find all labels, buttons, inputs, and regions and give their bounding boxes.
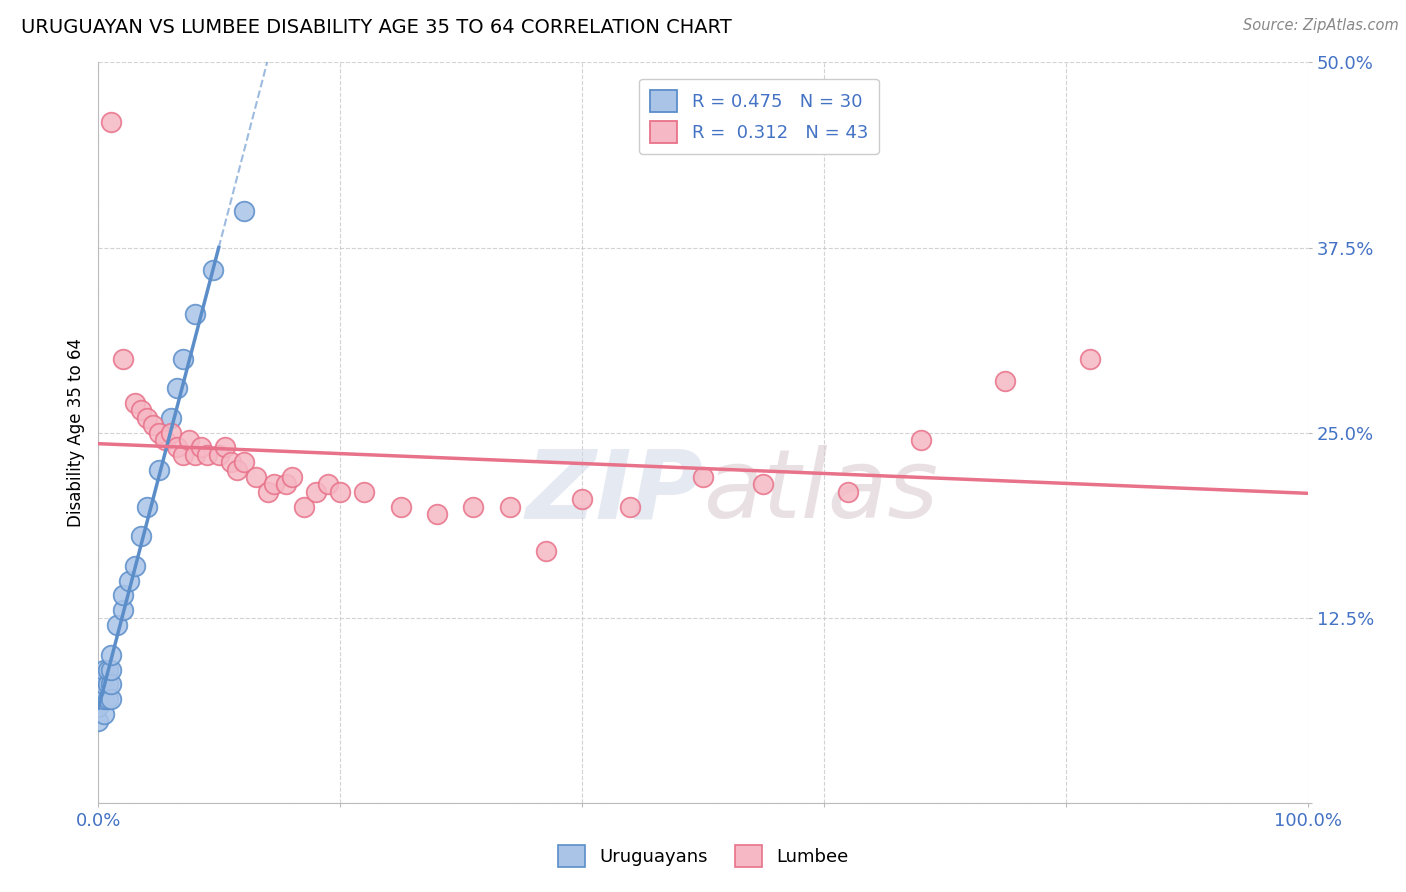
Point — [172, 448, 194, 462]
Point — [256, 484, 278, 499]
Text: ZIP: ZIP — [524, 445, 703, 539]
Point — [316, 477, 339, 491]
Point — [263, 477, 285, 491]
Point — [153, 433, 176, 447]
Point — [184, 448, 207, 462]
Point — [160, 410, 183, 425]
Point — [202, 262, 225, 277]
Point — [93, 706, 115, 721]
Point — [245, 470, 267, 484]
Point — [124, 396, 146, 410]
Point — [179, 433, 201, 447]
Point — [93, 677, 115, 691]
Point — [87, 699, 110, 714]
Point — [148, 425, 170, 440]
Point — [135, 410, 157, 425]
Point — [172, 351, 194, 366]
Point — [232, 203, 254, 218]
Point — [498, 500, 520, 514]
Point — [292, 500, 315, 514]
Legend: R = 0.475   N = 30, R =  0.312   N = 43: R = 0.475 N = 30, R = 0.312 N = 43 — [640, 78, 879, 153]
Point — [221, 455, 243, 469]
Point — [166, 441, 188, 455]
Point — [190, 441, 212, 455]
Point — [166, 381, 188, 395]
Point — [329, 484, 352, 499]
Point — [994, 374, 1017, 388]
Point — [426, 507, 449, 521]
Point — [118, 574, 141, 588]
Legend: Uruguayans, Lumbee: Uruguayans, Lumbee — [550, 838, 856, 874]
Point — [281, 470, 304, 484]
Y-axis label: Disability Age 35 to 64: Disability Age 35 to 64 — [66, 338, 84, 527]
Point — [463, 500, 485, 514]
Text: Source: ZipAtlas.com: Source: ZipAtlas.com — [1243, 18, 1399, 33]
Point — [214, 441, 236, 455]
Point — [93, 670, 115, 684]
Point — [184, 307, 207, 321]
Point — [208, 448, 231, 462]
Text: URUGUAYAN VS LUMBEE DISABILITY AGE 35 TO 64 CORRELATION CHART: URUGUAYAN VS LUMBEE DISABILITY AGE 35 TO… — [21, 18, 733, 37]
Point — [534, 544, 557, 558]
Point — [910, 433, 932, 447]
Point — [97, 692, 120, 706]
Point — [837, 484, 859, 499]
Point — [353, 484, 375, 499]
Point — [752, 477, 775, 491]
Point — [195, 448, 218, 462]
Point — [148, 462, 170, 476]
Point — [105, 618, 128, 632]
Point — [87, 692, 110, 706]
Point — [129, 529, 152, 543]
Point — [619, 500, 641, 514]
Point — [97, 677, 120, 691]
Point — [232, 455, 254, 469]
Point — [571, 492, 593, 507]
Point — [142, 418, 165, 433]
Point — [305, 484, 328, 499]
Point — [100, 677, 122, 691]
Point — [111, 351, 134, 366]
Point — [1078, 351, 1101, 366]
Point — [93, 692, 115, 706]
Point — [135, 500, 157, 514]
Point — [93, 663, 115, 677]
Point — [226, 462, 249, 476]
Point — [129, 403, 152, 417]
Point — [97, 663, 120, 677]
Point — [100, 663, 122, 677]
Point — [87, 685, 110, 699]
Text: atlas: atlas — [703, 445, 938, 539]
Point — [87, 714, 110, 729]
Point — [111, 603, 134, 617]
Point — [389, 500, 412, 514]
Point — [111, 589, 134, 603]
Point — [100, 114, 122, 128]
Point — [160, 425, 183, 440]
Point — [692, 470, 714, 484]
Point — [100, 648, 122, 662]
Point — [274, 477, 297, 491]
Point — [124, 558, 146, 573]
Point — [100, 692, 122, 706]
